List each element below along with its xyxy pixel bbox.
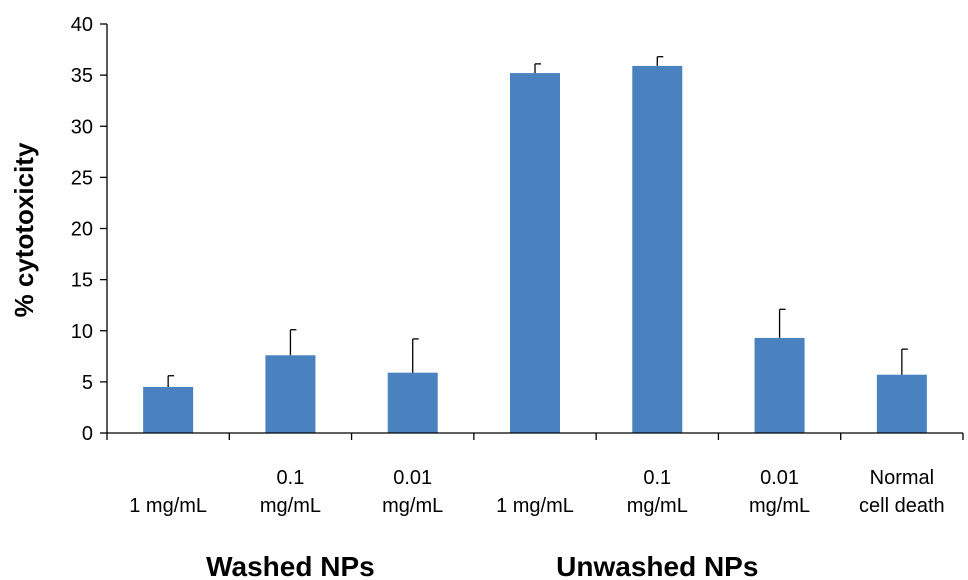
axes [106,24,964,440]
x-tick-label: 0.01 [760,467,799,489]
y-tick-label: 20 [71,219,93,241]
group-labels: Washed NPs Unwashed NPs [206,551,758,580]
bar [387,372,438,433]
bar [510,73,560,433]
bar [754,337,805,433]
y-tick-label: 30 [71,116,93,138]
y-tick-label: 15 [71,270,93,292]
bars [143,65,927,434]
bar [876,374,927,433]
bar [143,386,194,433]
x-tick-label: mg/mL [260,495,321,517]
error-bars [167,56,908,387]
x-axis-tick-labels: 1 mg/mL 0.1 mg/mL 0.01 mg/mL 1 mg/mL 0.1 mg/mL 0… [129,467,944,517]
x-tick-label: 0.1 [643,467,671,489]
y-tick-label: 10 [71,321,93,343]
group-label: Unwashed NPs [556,551,758,580]
y-axis-ticks: 0 5 10 15 20 25 30 35 40 [71,14,107,445]
bar [265,355,316,433]
group-label: Washed NPs [206,551,375,580]
x-tick-label: 1 mg/mL [496,495,574,517]
x-tick-label: 0.1 [277,467,305,489]
y-tick-label: 25 [71,167,93,189]
y-tick-label: 5 [82,372,93,394]
x-tick-label: Normal [870,467,934,489]
y-axis-label: % cytotoxicity [9,142,39,317]
y-tick-label: 35 [71,65,93,87]
x-tick-label: 0.01 [393,467,432,489]
x-tick-label: 1 mg/mL [129,495,207,517]
x-tick-label: mg/mL [627,495,688,517]
bar [632,65,683,434]
x-tick-label: mg/mL [749,495,810,517]
y-tick-label: 40 [71,14,93,36]
y-tick-label: 0 [82,423,93,445]
x-tick-label: mg/mL [382,495,443,517]
x-tick-label: cell death [859,495,945,517]
